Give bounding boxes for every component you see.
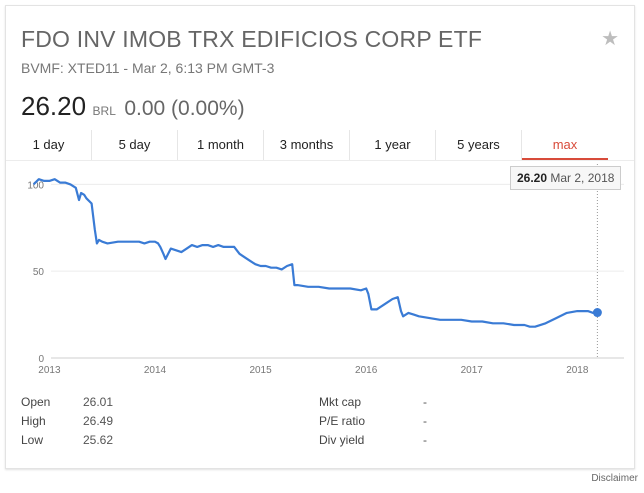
tab-5-years[interactable]: 5 years	[436, 130, 522, 160]
stat-value: 26.49	[83, 414, 114, 428]
stat-row-high: High 26.49	[21, 412, 113, 431]
ticker-subtitle: BVMF: XTED11 - Mar 2, 6:13 PM GMT-3	[21, 60, 275, 76]
y-tick-label: 100	[27, 180, 44, 191]
stat-label: Mkt cap	[319, 395, 362, 409]
stat-label: Low	[21, 433, 44, 447]
stat-label: Open	[21, 395, 51, 409]
x-tick-label: 2014	[144, 365, 167, 376]
tab-1-year[interactable]: 1 year	[350, 130, 436, 160]
current-point-marker	[592, 308, 602, 318]
stat-value: 26.01	[83, 395, 114, 409]
quote: 26.20 BRL 0.00 (0.00%)	[21, 91, 245, 122]
tab-3-months[interactable]: 3 months	[264, 130, 350, 160]
x-tick-label: 2013	[38, 365, 61, 376]
stat-row-div-yield: Div yield -	[319, 431, 427, 450]
stat-value: -	[423, 395, 427, 409]
tab-max[interactable]: max	[522, 130, 608, 160]
price-chart[interactable]: 0 50 100 2013 2014 2015 2016 2017 2018	[6, 162, 634, 392]
tooltip-date: Mar 2, 2018	[550, 171, 615, 185]
stat-value: 25.62	[83, 433, 114, 447]
disclaimer-link[interactable]: Disclaimer	[591, 473, 638, 484]
tab-1-day[interactable]: 1 day	[6, 130, 92, 160]
range-tabs: 1 day 5 day 1 month 3 months 1 year 5 ye…	[6, 130, 634, 161]
stat-label: Div yield	[319, 433, 365, 447]
x-tick-label: 2017	[461, 365, 484, 376]
stat-value: -	[423, 414, 427, 428]
stat-value: -	[423, 433, 427, 447]
x-tick-label: 2015	[249, 365, 272, 376]
stock-card: FDO INV IMOB TRX EDIFICIOS CORP ETF ★ BV…	[5, 5, 635, 469]
stat-row-low: Low 25.62	[21, 431, 113, 450]
x-tick-label: 2016	[355, 365, 378, 376]
stat-row-mkt-cap: Mkt cap -	[319, 393, 427, 412]
tab-1-month[interactable]: 1 month	[178, 130, 264, 160]
fund-title: FDO INV IMOB TRX EDIFICIOS CORP ETF	[21, 26, 483, 52]
current-price: 26.20	[21, 91, 87, 121]
stat-row-pe-ratio: P/E ratio -	[319, 412, 427, 431]
tooltip-value: 26.20	[517, 171, 548, 185]
stats-left: Open 26.01 High 26.49 Low 25.62	[21, 393, 113, 450]
chart-tooltip: 26.20 Mar 2, 2018	[510, 166, 622, 190]
stats-right: Mkt cap - P/E ratio - Div yield -	[319, 393, 427, 450]
y-tick-label: 50	[33, 267, 45, 278]
y-tick-label: 0	[38, 354, 44, 365]
stat-row-open: Open 26.01	[21, 393, 113, 412]
star-icon[interactable]: ★	[601, 28, 619, 50]
price-line	[32, 178, 598, 328]
currency-code: BRL	[92, 104, 116, 118]
stat-label: P/E ratio	[319, 414, 366, 428]
stat-label: High	[21, 414, 46, 428]
price-change: 0.00 (0.00%)	[124, 97, 245, 120]
x-tick-label: 2018	[566, 365, 589, 376]
tab-5-day[interactable]: 5 day	[92, 130, 178, 160]
